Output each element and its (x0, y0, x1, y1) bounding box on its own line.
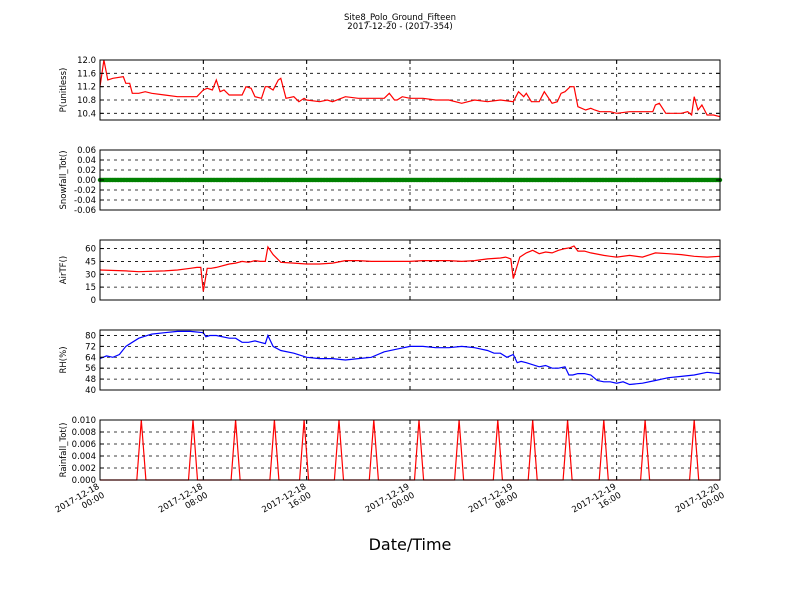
y-tick-label: 10.8 (77, 96, 96, 106)
y-tick-label: 0.004 (72, 452, 96, 462)
y-tick-label: 11.6 (77, 69, 96, 79)
y-tick-label: 72 (85, 342, 96, 352)
y-tick-label: 48 (85, 375, 96, 385)
y-tick-label: 64 (85, 353, 96, 363)
y-tick-label: 0.002 (72, 464, 96, 474)
chart-panel-3: 0 15 30 45 60 AirTF() (59, 239, 721, 306)
y-tick-label: 0.010 (72, 416, 96, 426)
y-tick-label: 30 (85, 270, 96, 280)
y-tick-label: 0.00 (77, 176, 96, 186)
y-axis-label: RH(%) (59, 346, 69, 373)
y-tick-label: 40 (85, 386, 96, 396)
y-tick-label: 15 (85, 283, 96, 293)
data-series-markers (97, 177, 723, 183)
panels: 10.410.811.211.612.0P(unitless)-0.06-0.0… (59, 56, 723, 486)
y-tick-label: 10.4 (77, 109, 96, 119)
y-tick-label: 0.008 (72, 428, 96, 438)
y-tick-label: -0.04 (74, 196, 96, 206)
y-tick-label: 80 (85, 331, 96, 341)
y-tick-label: -0.02 (74, 186, 96, 196)
data-series-line (99, 330, 721, 386)
y-tick-label: 0.04 (77, 156, 96, 166)
y-tick-label: -0.06 (74, 206, 96, 216)
y-tick-label: 0.02 (77, 166, 96, 176)
y-axis-label: P(unitless) (59, 68, 69, 113)
y-tick-label: 45 (85, 257, 96, 267)
y-tick-label: 0.06 (77, 146, 96, 156)
chart-panel-2: -0.06-0.04-0.020.000.020.040.06 Snowfall_… (59, 146, 723, 216)
x-axis-label: Date/Time (369, 535, 452, 554)
y-tick-label: 0.006 (72, 440, 96, 450)
y-axis-label: AirTF() (59, 256, 69, 284)
y-tick-label: 56 (85, 364, 96, 374)
y-tick-label: 11.2 (77, 83, 96, 93)
y-axis-label: Snowfall_Tot() (59, 150, 69, 209)
y-tick-label: 0.000 (72, 476, 96, 486)
figure-subtitle: 2017-12-20 - (2017-354) (347, 22, 452, 32)
figure-title: Site8_Polo_Ground_Fifteen (344, 13, 456, 23)
y-tick-label: 12.0 (77, 56, 96, 66)
chart-panel-5: 0.000 0.002 0.004 0.006 0.008 0.010Rainfall_T… (59, 416, 721, 486)
data-series-line (99, 59, 721, 118)
y-tick-label: 0 (91, 296, 96, 306)
y-axis-label: Rainfall_Tot() (59, 423, 69, 478)
data-series-line (99, 245, 721, 292)
chart-panel-1: 10.4 10.8 11.2 11.6 12.0 P(unitless) (59, 56, 721, 121)
y-tick-label: 60 (85, 245, 96, 255)
